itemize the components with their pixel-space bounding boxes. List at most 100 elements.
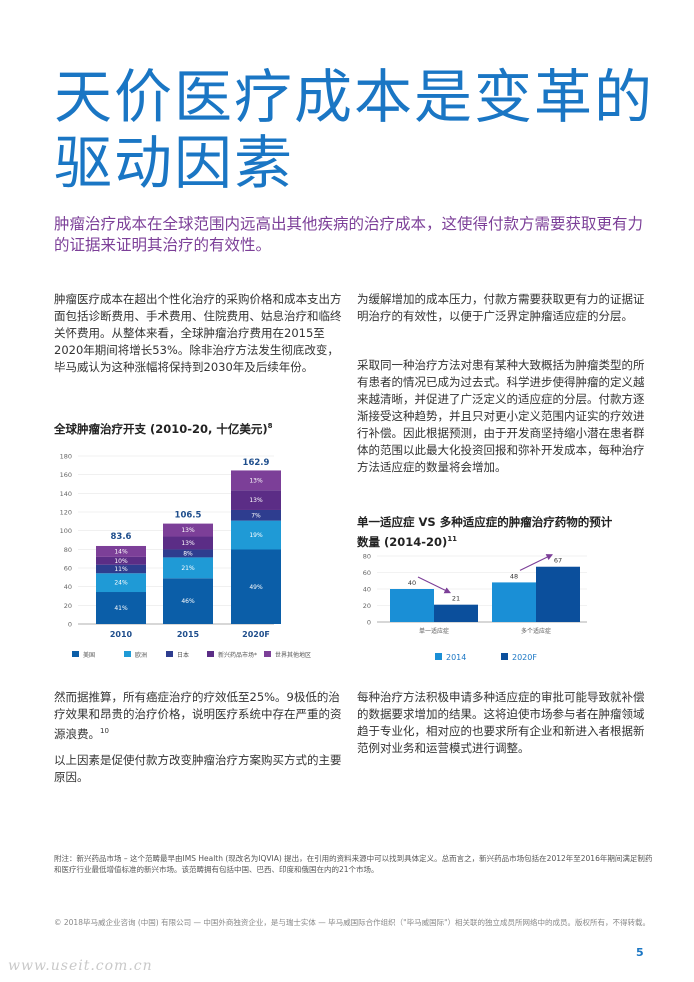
y-tick-label: 0	[367, 619, 371, 627]
legend-swatch	[264, 651, 271, 657]
col1-paragraph-2-sup: 10	[100, 727, 109, 735]
footnote: 附注：新兴药品市场 – 这个范畴最早由IMS Health (现改名为IQVIA…	[54, 854, 653, 874]
page-title-line1: 天价医疗成本是变革的	[54, 63, 655, 131]
legend-swatch	[501, 653, 508, 660]
y-tick-label: 140	[60, 490, 72, 498]
bar-segment	[163, 557, 213, 579]
bar-segment	[96, 573, 146, 593]
bar-segment	[96, 564, 146, 574]
x-category-label: 2020F	[242, 630, 270, 639]
spend-chart-title-text: 全球肿瘤治疗开支 (2010-20, 十亿美元)	[54, 421, 268, 436]
bar	[536, 566, 580, 622]
bar-segment	[163, 549, 213, 558]
legend-label: 新兴药品市场*	[218, 651, 257, 659]
legend-label: 欧洲	[135, 651, 147, 659]
bar-segment-label: 46%	[181, 598, 195, 605]
indication-chart-title: 单一适应症 VS 多种适应症的肿瘤治疗药物的预计 数量 (2014-20)11	[357, 514, 645, 551]
x-category-label: 多个适应症	[521, 627, 551, 635]
y-tick-label: 20	[64, 602, 72, 610]
y-tick-label: 20	[363, 602, 371, 610]
x-category-label: 2015	[177, 630, 200, 639]
bar-value-label: 40	[408, 579, 416, 587]
trend-arrow	[519, 554, 553, 571]
bar-segment-label: 10%	[114, 558, 128, 565]
legend-swatch	[435, 653, 442, 660]
legend-swatch	[124, 651, 131, 657]
y-tick-label: 60	[363, 569, 371, 577]
y-tick-label: 120	[60, 509, 72, 517]
bar-segment-label: 24%	[114, 580, 128, 587]
bar-segment	[231, 520, 281, 550]
bar-total-label: 106.5	[175, 511, 202, 521]
col2-paragraph-3: 每种治疗方法积极申请多种适应症的审批可能导致就补偿的数据要求增加的结果。这将迫使…	[357, 690, 645, 755]
col2-paragraph-1: 为缓解增加的成本压力，付款方需要获取更有力的证据证明治疗的有效性，以便于广泛界定…	[357, 292, 645, 323]
bar-segment-label: 13%	[249, 497, 263, 504]
page-title: 天价医疗成本是变革的 驱动因素	[54, 64, 654, 196]
trend-arrow	[417, 576, 451, 594]
legend-swatch	[166, 651, 173, 657]
y-tick-label: 80	[363, 553, 371, 561]
bar-total-label: 83.6	[111, 532, 132, 542]
bar-segment	[96, 545, 146, 557]
bar-segment-label: 19%	[249, 532, 263, 539]
bar-segment	[231, 509, 281, 521]
y-tick-label: 100	[60, 527, 72, 535]
bar-segment-label: 7%	[251, 512, 261, 519]
watermark: www.useit.com.cn	[8, 958, 153, 974]
bar	[434, 604, 478, 622]
bar-value-label: 67	[554, 557, 562, 565]
y-tick-label: 40	[64, 583, 72, 591]
legend-swatch	[207, 651, 214, 657]
indication-chart: 0 20 40 60 80 40 21 单一适应症 48 67 多个适应症 2014 2020F	[363, 553, 587, 662]
col1-paragraph-2-text: 然而据推算，所有癌症治疗的疗效低至25%。9极低的治疗效果和昂贵的治疗价格，说明…	[54, 690, 342, 741]
x-category-label: 单一适应症	[419, 627, 449, 635]
spend-chart-title: 全球肿瘤治疗开支 (2010-20, 十亿美元)8	[54, 418, 342, 438]
bar-value-label: 48	[510, 572, 518, 580]
legend-swatch	[72, 651, 79, 657]
page-number: 5	[636, 946, 644, 959]
bar-segment	[231, 490, 281, 510]
y-tick-label: 80	[64, 546, 72, 554]
col1-paragraph-1: 肿瘤医疗成本在超出个性化治疗的采购价格和成本支出方面包括诊断费用、手术费用、住院…	[54, 292, 342, 374]
spend-chart-title-sup: 8	[267, 422, 273, 430]
bar-value-label: 21	[452, 595, 460, 603]
page-title-line2: 驱动因素	[54, 129, 295, 197]
bar-total-label: 162.9	[243, 458, 270, 468]
bar	[390, 589, 434, 622]
y-tick-label: 0	[68, 621, 72, 629]
bar-segment-label: 13%	[181, 540, 195, 547]
legend-label: 2014	[446, 653, 466, 662]
bar	[492, 582, 536, 622]
indication-chart-title-line2: 数量 (2014-20)	[357, 534, 448, 549]
col1-paragraph-3: 以上因素是促使付款方改变肿瘤治疗方案购买方式的主要原因。	[54, 753, 342, 784]
y-tick-label: 40	[363, 586, 371, 594]
bar-segment-label: 21%	[181, 565, 195, 572]
y-tick-label: 60	[64, 565, 72, 573]
bar-segment	[96, 592, 146, 624]
legend-label: 2020F	[512, 653, 537, 662]
legend-label: 美国	[83, 651, 95, 659]
bar-segment-label: 41%	[114, 605, 128, 612]
legend-label: 日本	[177, 651, 189, 659]
bar-segment	[163, 578, 213, 624]
bar-segment	[163, 536, 213, 550]
bar-segment-label: 13%	[181, 527, 195, 534]
bar-segment-label: 8%	[183, 550, 193, 557]
spend-chart: 0 20 40 60 80 100 120 140 160 180 41% 24% 11%10% 14% 8…	[60, 453, 311, 660]
x-category-label: 2010	[110, 630, 133, 639]
legend-label: 世界其他地区	[275, 651, 311, 659]
indication-chart-title-line1: 单一适应症 VS 多种适应症的肿瘤治疗药物的预计	[357, 515, 613, 529]
bar-segment-label: 14%	[114, 548, 128, 555]
bar-segment	[231, 549, 281, 624]
legal-notice: © 2018毕马威企业咨询 (中国) 有限公司 — 中国外商独资企业，是与瑞士实…	[54, 918, 651, 927]
col1-paragraph-2: 然而据推算，所有癌症治疗的疗效低至25%。9极低的治疗效果和昂贵的治疗价格，说明…	[54, 689, 342, 743]
bar-segment-label: 49%	[249, 584, 263, 591]
indication-chart-title-sup: 11	[447, 535, 458, 543]
y-tick-label: 180	[60, 453, 72, 461]
bar-segment-label: 11%	[114, 566, 128, 573]
bar-segment	[96, 556, 146, 565]
y-tick-label: 160	[60, 471, 72, 479]
bar-segment	[163, 523, 213, 537]
lead-paragraph: 肿瘤治疗成本在全球范围内远高出其他疾病的治疗成本，这使得付款方需要获取更有力的证…	[54, 215, 644, 254]
bar-segment	[231, 470, 281, 491]
